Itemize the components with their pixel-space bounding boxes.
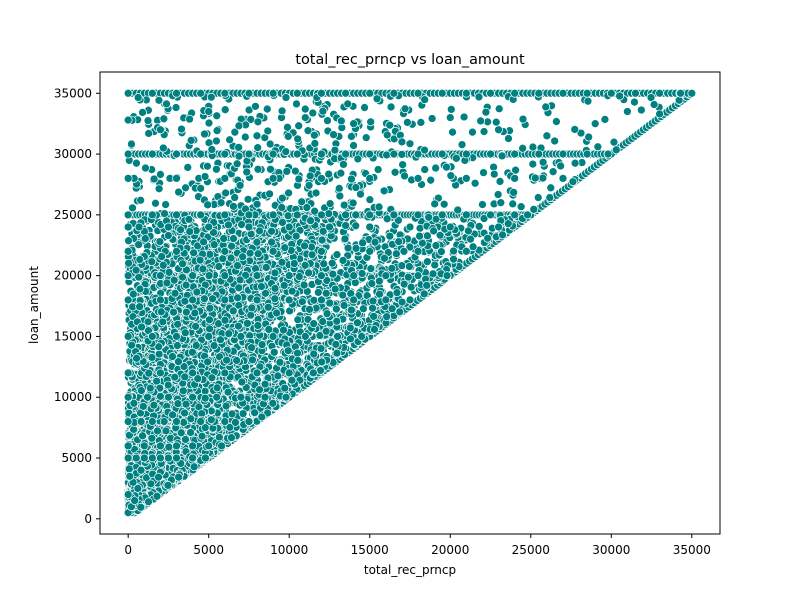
scatter-point [636,105,646,115]
scatter-point [243,195,253,204]
scatter-point [351,210,361,220]
scatter-point [516,202,526,211]
scatter-point [479,168,488,177]
scatter-point [427,114,437,123]
scatter-point [478,200,487,209]
scatter-point [361,133,371,142]
scatter-point [439,199,449,209]
scatter-point [509,188,518,197]
scatter-point [448,127,457,137]
scatter-point [323,116,332,125]
scatter-point [457,140,467,149]
scatter-point [479,127,489,136]
scatter-point [161,200,170,209]
scatter-point [550,136,560,146]
scatter-point [459,112,469,122]
scatter-point [470,178,480,188]
scatter-point [353,154,363,164]
scatter-point [446,105,456,114]
points-layer [123,88,697,518]
scatter-point [479,214,489,223]
scatter-point [212,111,222,121]
scatter-point [151,198,160,208]
scatter-point [372,94,382,104]
scatter-point [171,103,181,112]
scatter-point [253,143,263,153]
